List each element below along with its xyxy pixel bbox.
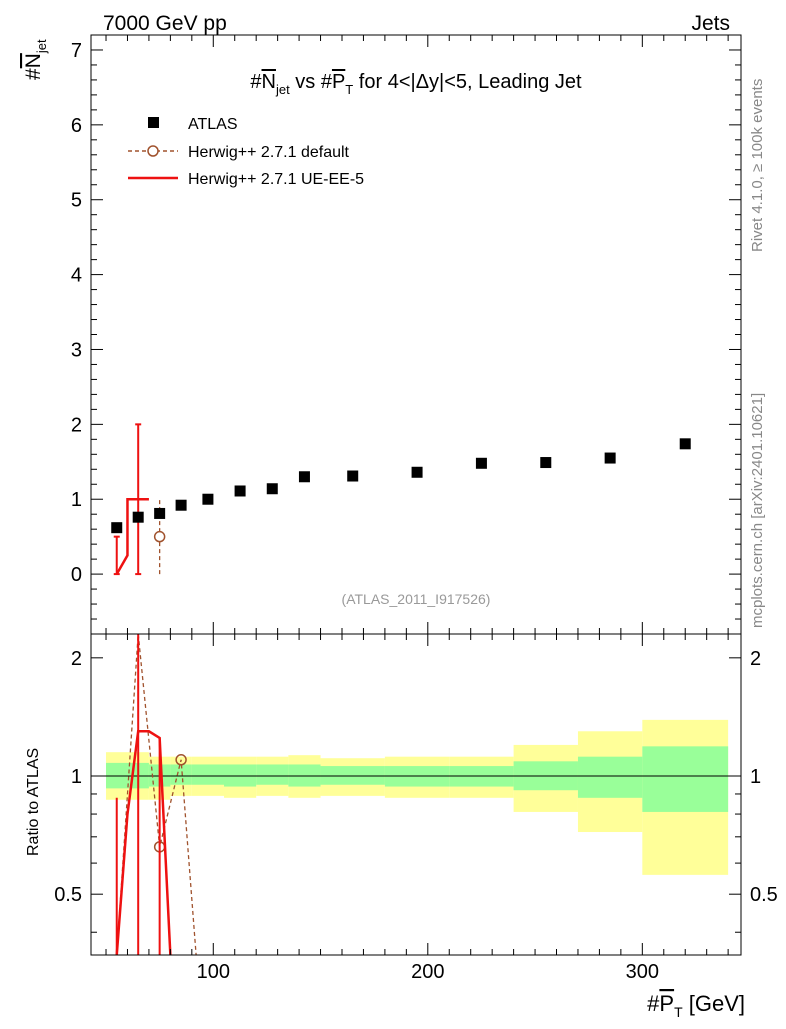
- xlabel-p: P: [659, 991, 674, 1016]
- legend-atlas-marker: [148, 117, 159, 128]
- atlas-point: [540, 457, 552, 469]
- y-tick-label: 4: [71, 265, 82, 287]
- title-n-sub: jet: [275, 82, 290, 97]
- x-tick-label: 100: [197, 961, 230, 983]
- rivet-label: Rivet 4.1.0, ≥ 100k events: [749, 79, 766, 252]
- mcplots-label: mcplots.cern.ch [arXiv:2401.10621]: [749, 393, 766, 628]
- atlas-point: [411, 466, 423, 478]
- atlas-point: [604, 452, 616, 464]
- y-tick-label: 2: [71, 414, 82, 436]
- atlas-point: [234, 485, 246, 497]
- ylabel-n: N: [22, 53, 45, 68]
- ratio-band-inner: [642, 746, 729, 812]
- atlas-point: [202, 493, 214, 505]
- atlas-point: [111, 522, 123, 534]
- y-tick-label: 7: [71, 40, 82, 62]
- atlas-point: [679, 438, 691, 450]
- title-rest: for 4<|Δy|<5, Leading Jet: [353, 71, 582, 93]
- default-marker: [153, 530, 166, 543]
- ratio-y-tick-label-right: 1: [750, 766, 761, 788]
- ylabel-sub: jet: [34, 39, 49, 54]
- ratio-default-marker: [175, 754, 187, 766]
- ratio-band-inner: [256, 764, 289, 785]
- ratio-band-inner: [191, 764, 225, 785]
- y-tick-label: 0: [71, 564, 82, 586]
- atlas-point: [475, 457, 487, 469]
- title-hash: #: [250, 71, 262, 93]
- plot-title: #Njet vs #PT for 4<|Δy|<5, Leading Jet: [250, 71, 582, 97]
- y-tick-label: 3: [71, 339, 82, 361]
- title-n: N: [262, 71, 276, 93]
- legend-ue-label: Herwig++ 2.7.1 UE-EE-5: [188, 171, 364, 188]
- atlas-point: [132, 511, 144, 523]
- ratio-y-axis-label: Ratio to ATLAS: [25, 748, 42, 856]
- ratio-y-tick-label-right: 0.5: [750, 884, 778, 906]
- ratio-band-inner: [320, 766, 385, 785]
- xlabel-hash: #: [647, 991, 660, 1016]
- legend-atlas-label: ATLAS: [188, 116, 238, 133]
- atlas-point: [266, 483, 278, 495]
- ylabel-hash: #: [22, 68, 45, 80]
- atlas-point: [347, 470, 359, 482]
- header-left: 7000 GeV pp: [103, 12, 227, 35]
- ratio-ue-line: [115, 730, 172, 956]
- y-tick-label: 1: [71, 489, 82, 511]
- atlas-point: [154, 507, 166, 519]
- ratio-y-tick-label-right: 2: [750, 648, 761, 670]
- ratio-y-tick-label: 2: [71, 648, 82, 670]
- xlabel-unit: [GeV]: [683, 991, 745, 1016]
- xlabel-sub: T: [674, 1004, 683, 1020]
- atlas-point: [175, 499, 187, 511]
- x-tick-label: 300: [626, 961, 659, 983]
- analysis-watermark: (ATLAS_2011_I917526): [342, 591, 491, 607]
- y-tick-label: 6: [71, 115, 82, 137]
- title-p-sub: T: [345, 82, 353, 97]
- title-vs: vs #: [290, 71, 333, 93]
- legend: ATLAS Herwig++ 2.7.1 default Herwig++ 2.…: [128, 116, 364, 188]
- ratio-band-inner: [577, 756, 643, 798]
- y-tick-label: 5: [71, 190, 82, 212]
- ratio-y-tick-label: 1: [71, 766, 82, 788]
- x-axis-label: #PT [GeV]: [647, 991, 745, 1020]
- legend-default-marker: [147, 145, 159, 157]
- ratio-y-tick-label: 0.5: [54, 884, 82, 906]
- axes: 100 200 300 0 1 2 3 4 5 6 7 0.5 0.5 1 1 2 2: [54, 34, 778, 983]
- x-tick-label: 200: [411, 961, 444, 983]
- legend-default-label: Herwig++ 2.7.1 default: [188, 144, 350, 161]
- title-p: P: [332, 71, 345, 93]
- ratio-plot: [91, 633, 741, 956]
- y-axis-label: #Njet: [22, 39, 49, 80]
- ratio-frame: [90, 633, 742, 956]
- atlas-point: [298, 471, 310, 483]
- main-plot: [111, 423, 691, 576]
- header-right: Jets: [691, 12, 730, 35]
